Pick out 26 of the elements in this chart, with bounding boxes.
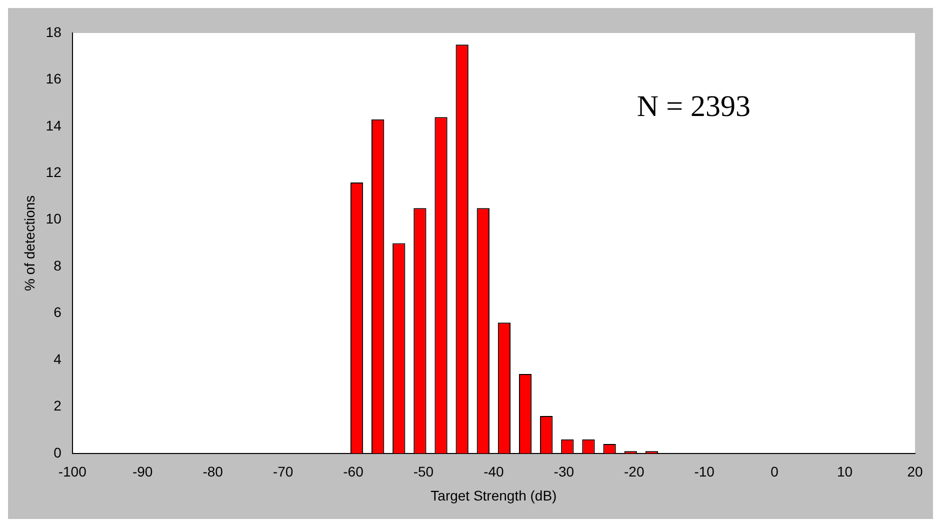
y-tick-label: 0 — [54, 444, 62, 460]
y-tick-label: 6 — [54, 304, 62, 320]
y-tick-label: 16 — [46, 70, 62, 87]
x-tick-label: -40 — [484, 464, 504, 480]
y-tick-label: 12 — [46, 164, 62, 180]
x-tick-label: -30 — [554, 464, 574, 480]
y-tick-label: 18 — [46, 24, 62, 40]
x-tick-label: 0 — [770, 464, 779, 480]
y-axis-title: % of detections — [21, 195, 38, 292]
y-tick-label: 14 — [46, 117, 62, 134]
x-tick-label: -60 — [343, 464, 364, 480]
x-tick-label: 20 — [907, 464, 923, 480]
y-tick-label: 4 — [54, 350, 62, 367]
annotation: N = 2393 — [636, 90, 751, 123]
y-tick-label: 8 — [54, 257, 62, 274]
x-tick-label: -100 — [58, 464, 87, 480]
x-tick-label: -80 — [202, 464, 224, 480]
x-axis-title: Target Strength (dB) — [430, 487, 557, 504]
x-tick-label: 10 — [836, 464, 853, 480]
y-tick-label: 2 — [54, 398, 62, 414]
x-tick-label: -70 — [272, 464, 294, 480]
x-tick-label: -20 — [624, 464, 644, 480]
x-tick-label: -10 — [694, 464, 715, 480]
x-tick-label: -90 — [132, 464, 153, 480]
y-tick-label: 10 — [46, 210, 62, 227]
x-tick-label: -50 — [413, 464, 434, 480]
